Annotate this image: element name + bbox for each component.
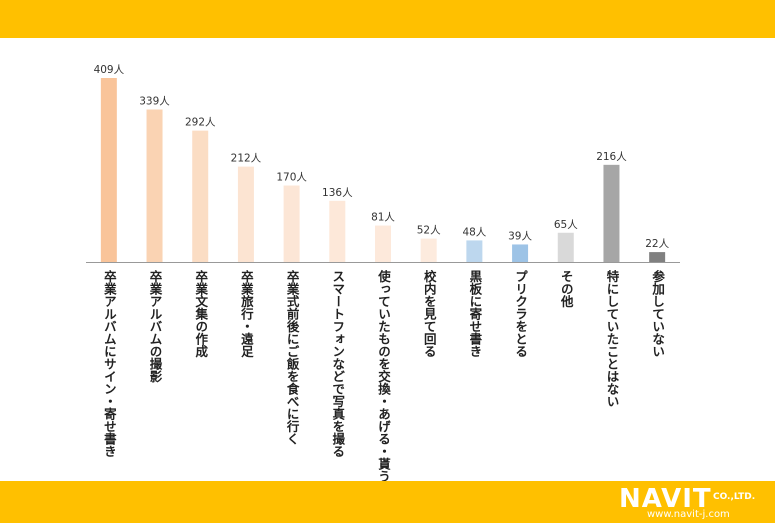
value-label-7: 81人 <box>371 212 395 224</box>
category-label-7: 使っていたものを交換・あげる・貰う <box>376 270 391 483</box>
value-label-10: 39人 <box>508 230 532 242</box>
bar-13 <box>649 252 666 262</box>
category-label-5: 卒業式前後にご飯を食べに行く <box>284 270 300 445</box>
bar-10 <box>512 244 529 262</box>
bar-2 <box>146 109 163 262</box>
bar-5 <box>283 185 300 262</box>
bar-4 <box>237 166 254 262</box>
logo-company-suffix: CO.,LTD. <box>713 492 756 502</box>
value-label-1: 409人 <box>94 64 125 76</box>
value-label-8: 52人 <box>417 225 441 237</box>
company-logo: NAVIT CO.,LTD. www.navit-j.com <box>617 484 767 520</box>
logo-brand: NAVIT <box>619 484 712 514</box>
category-label-2: 卒業アルバムの撮影 <box>147 270 163 383</box>
header-band <box>0 0 775 38</box>
value-label-4: 212人 <box>231 153 262 165</box>
value-label-2: 339人 <box>139 95 170 107</box>
bar-3 <box>192 130 209 262</box>
bar-6 <box>329 200 346 262</box>
value-labels: 409人 339人 292人 212人 170人 136人 81人 52人 48人 39人 65人 2… <box>94 64 670 250</box>
category-label-4: 卒業旅行・遠足 <box>238 270 254 358</box>
footer-band <box>0 481 775 523</box>
value-label-13: 22人 <box>645 238 669 250</box>
value-label-12: 216人 <box>596 151 627 163</box>
category-label-9: 黒板に寄せ書き <box>467 270 483 358</box>
category-label-8: 校内を見て回る <box>421 270 437 358</box>
bar-series <box>100 78 666 262</box>
bar-7 <box>375 225 391 262</box>
value-label-11: 65人 <box>554 219 578 231</box>
category-label-3: 卒業文集の作成 <box>193 270 209 358</box>
value-label-9: 48人 <box>462 226 486 238</box>
bar-9 <box>466 240 483 262</box>
bar-12 <box>603 164 620 262</box>
value-label-6: 136人 <box>322 187 353 199</box>
category-label-11: その他 <box>558 270 574 308</box>
category-label-10: プリクラをとる <box>513 270 529 358</box>
category-label-1: 卒業アルバムにサイン・寄せ書き <box>101 270 117 458</box>
category-label-12: 特にしていたことはない <box>604 270 620 408</box>
value-label-5: 170人 <box>276 172 307 184</box>
bar-8 <box>420 238 437 262</box>
bar-1 <box>100 78 117 262</box>
bar-11 <box>557 232 574 262</box>
category-label-6: スマートフォンなどで写真を撮る <box>330 270 346 458</box>
category-label-13: 参加していない <box>650 270 666 358</box>
value-label-3: 292人 <box>185 117 216 129</box>
logo-url: www.navit-j.com <box>647 509 730 520</box>
